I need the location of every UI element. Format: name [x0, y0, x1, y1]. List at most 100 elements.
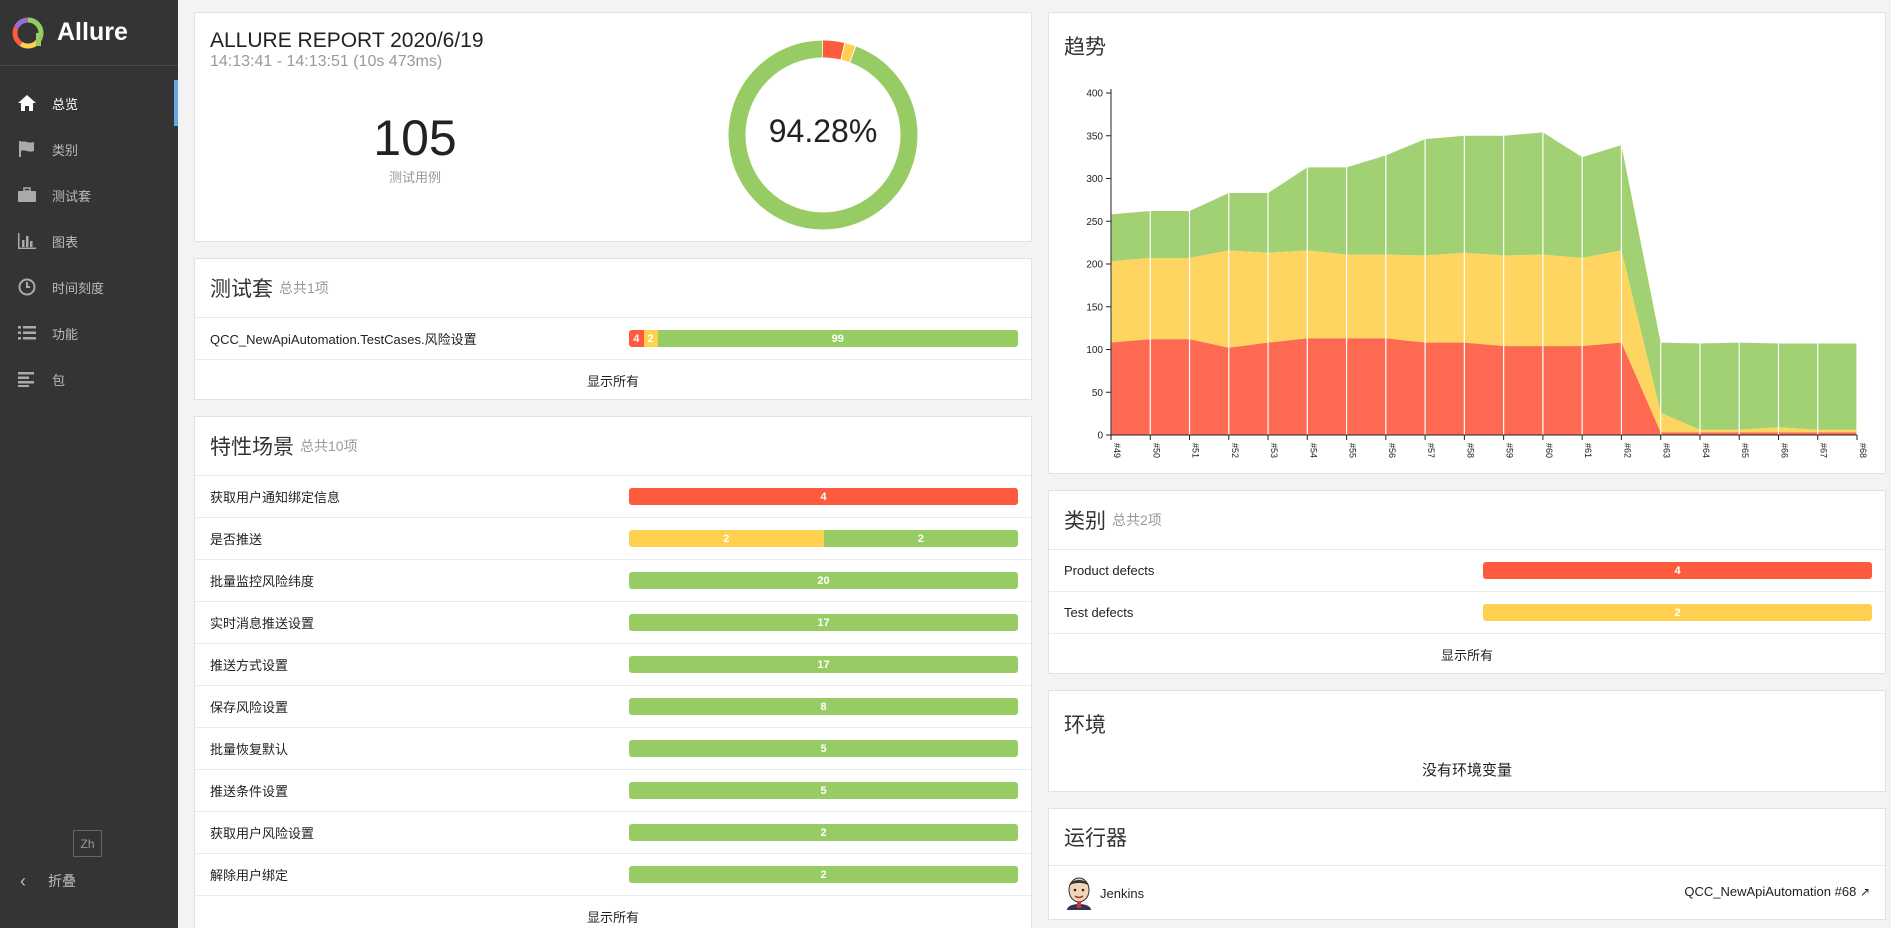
x-tick-label: #61 — [1583, 443, 1593, 458]
feature-status-bar: 8 — [629, 698, 1018, 715]
suites-show-all-link[interactable]: 显示所有 — [586, 373, 639, 389]
align-left-icon — [16, 369, 38, 389]
status-segment-passed: 2 — [823, 530, 1018, 547]
category-row[interactable]: Product defects 4 — [1049, 550, 1885, 592]
y-tick-label: 150 — [1086, 302, 1103, 313]
feature-row-name: 解除用户绑定 — [210, 868, 289, 883]
chevron-left-icon: ‹ — [20, 870, 26, 891]
feature-row[interactable]: 是否推送 2 2 — [195, 518, 1031, 560]
flag-icon — [16, 139, 38, 159]
sidebar-item-label: 时间刻度 — [52, 280, 105, 296]
sidebar-item-overview[interactable]: 总览 — [0, 80, 178, 126]
feature-row[interactable]: 解除用户绑定 2 — [195, 854, 1031, 896]
donut-slice-passed — [728, 40, 918, 230]
feature-row[interactable]: 批量监控风险纬度 20 — [195, 560, 1031, 602]
features-widget: 特性场景 总共10项 获取用户通知绑定信息 4 是否推送 2 2 批量监控风险纬度 20 实时… — [194, 416, 1032, 928]
feature-row-name: 保存风险设置 — [210, 700, 289, 715]
sidebar-item-suites[interactable]: 测试套 — [0, 172, 178, 218]
app-title: Allure — [57, 18, 128, 46]
features-subtitle: 总共10项 — [300, 438, 358, 454]
feature-row[interactable]: 推送方式设置 17 — [195, 644, 1031, 686]
executor-build-link[interactable]: QCC_NewApiAutomation #68 ↗ — [1684, 884, 1870, 899]
feature-status-bar: 2 — [629, 824, 1018, 841]
sidebar-nav: 总览 类别 测试套 图表 时间刻度 功能 包 — [0, 80, 178, 402]
feature-status-bar: 17 — [629, 614, 1018, 631]
report-time-range: 14:13:41 - 14:13:51 (10s 473ms) — [210, 53, 443, 70]
executors-widget: 运行器 Jenkins QCC_NewApiAutomation #68 ↗ — [1048, 808, 1886, 920]
x-tick-label: #60 — [1544, 443, 1554, 458]
suites-header: 测试套 总共1项 — [195, 259, 1031, 318]
x-tick-label: #67 — [1819, 443, 1829, 458]
feature-status-bar: 5 — [629, 782, 1018, 799]
executor-build-label: QCC_NewApiAutomation #68 — [1684, 884, 1857, 899]
y-tick-label: 100 — [1086, 345, 1103, 356]
categories-title: 类别 — [1064, 510, 1106, 533]
suite-row[interactable]: QCC_NewApiAutomation.TestCases.风险设置 4 2 99 — [195, 318, 1031, 360]
trend-chart: 0 50 100 150 200 250 300 350 400 #49 #50 #51 #52 #53 #… — [1086, 89, 1868, 459]
feature-row[interactable]: 获取用户风险设置 2 — [195, 812, 1031, 854]
sidebar-item-timeline[interactable]: 时间刻度 — [0, 264, 178, 310]
features-show-all-link[interactable]: 显示所有 — [586, 909, 639, 925]
suites-title: 测试套 — [210, 278, 273, 301]
feature-row[interactable]: 推送条件设置 5 — [195, 770, 1031, 812]
executor-row: Jenkins QCC_NewApiAutomation #68 ↗ — [1049, 866, 1885, 920]
summary-widget: ALLURE REPORT 2020/6/19 14:13:41 - 14:13… — [194, 12, 1032, 242]
sidebar-item-behaviors[interactable]: 功能 — [0, 310, 178, 356]
sidebar-item-label: 功能 — [52, 326, 79, 342]
y-tick-label: 50 — [1092, 388, 1104, 399]
x-tick-label: #68 — [1858, 443, 1868, 458]
x-tick-label: #55 — [1348, 443, 1358, 458]
test-case-count: 105 — [373, 110, 457, 166]
suite-status-bar: 4 2 99 — [629, 330, 1018, 347]
status-segment-passed: 5 — [629, 740, 1018, 757]
feature-status-bar: 17 — [629, 656, 1018, 673]
categories-show-all-link[interactable]: 显示所有 — [1440, 647, 1493, 663]
feature-status-bar: 5 — [629, 740, 1018, 757]
feature-row[interactable]: 实时消息推送设置 17 — [195, 602, 1031, 644]
donut-slice-failed — [728, 40, 918, 230]
feature-row-name: 获取用户风险设置 — [210, 826, 315, 841]
executor-name: Jenkins — [1100, 885, 1145, 901]
x-tick-label: #54 — [1308, 443, 1318, 458]
category-status-bar: 2 — [1483, 604, 1872, 621]
brand[interactable]: Allure — [0, 0, 178, 66]
feature-row-name: 实时消息推送设置 — [210, 616, 315, 631]
sidebar-item-categories[interactable]: 类别 — [0, 126, 178, 172]
success-rate-percent: 94.28% — [768, 113, 878, 149]
sidebar-item-label: 类别 — [52, 142, 79, 158]
x-tick-label: #62 — [1622, 443, 1632, 458]
status-segment-passed: 5 — [629, 782, 1018, 799]
status-segment-passed: 2 — [629, 824, 1018, 841]
sidebar-item-packages[interactable]: 包 — [0, 356, 178, 402]
home-icon — [16, 93, 38, 113]
collapse-button[interactable]: ‹ 折叠 — [20, 868, 76, 894]
allure-logo-icon — [12, 17, 44, 48]
categories-subtitle: 总共2项 — [1112, 512, 1162, 528]
environment-empty-message: 没有环境变量 — [1421, 761, 1512, 779]
feature-row-name: 是否推送 — [210, 532, 263, 547]
status-segment-broken: 2 — [1483, 604, 1872, 621]
x-tick-label: #51 — [1191, 443, 1201, 458]
features-title: 特性场景 — [210, 436, 294, 459]
feature-row[interactable]: 保存风险设置 8 — [195, 686, 1031, 728]
status-segment-broken: 2 — [643, 330, 658, 347]
category-row[interactable]: Test defects 2 — [1049, 592, 1885, 634]
x-tick-label: #53 — [1269, 443, 1279, 458]
status-segment-passed: 2 — [629, 866, 1018, 883]
briefcase-icon — [16, 185, 38, 205]
status-segment-broken: 2 — [629, 530, 824, 547]
bar-chart-icon — [16, 231, 38, 251]
feature-row-name: 获取用户通知绑定信息 — [210, 490, 341, 505]
executors-title: 运行器 — [1064, 827, 1127, 850]
feature-row[interactable]: 批量恢复默认 5 — [195, 728, 1031, 770]
x-tick-label: #63 — [1662, 443, 1672, 458]
feature-row[interactable]: 获取用户通知绑定信息 4 — [195, 476, 1031, 518]
sidebar-item-graphs[interactable]: 图表 — [0, 218, 178, 264]
status-segment-failed: 4 — [629, 330, 644, 347]
language-button[interactable]: Zh — [73, 830, 102, 857]
status-segment-passed: 20 — [629, 572, 1018, 589]
x-tick-label: #50 — [1151, 443, 1161, 458]
sidebar-item-label: 包 — [52, 372, 66, 388]
suites-widget: 测试套 总共1项 QCC_NewApiAutomation.TestCases.… — [194, 258, 1032, 400]
